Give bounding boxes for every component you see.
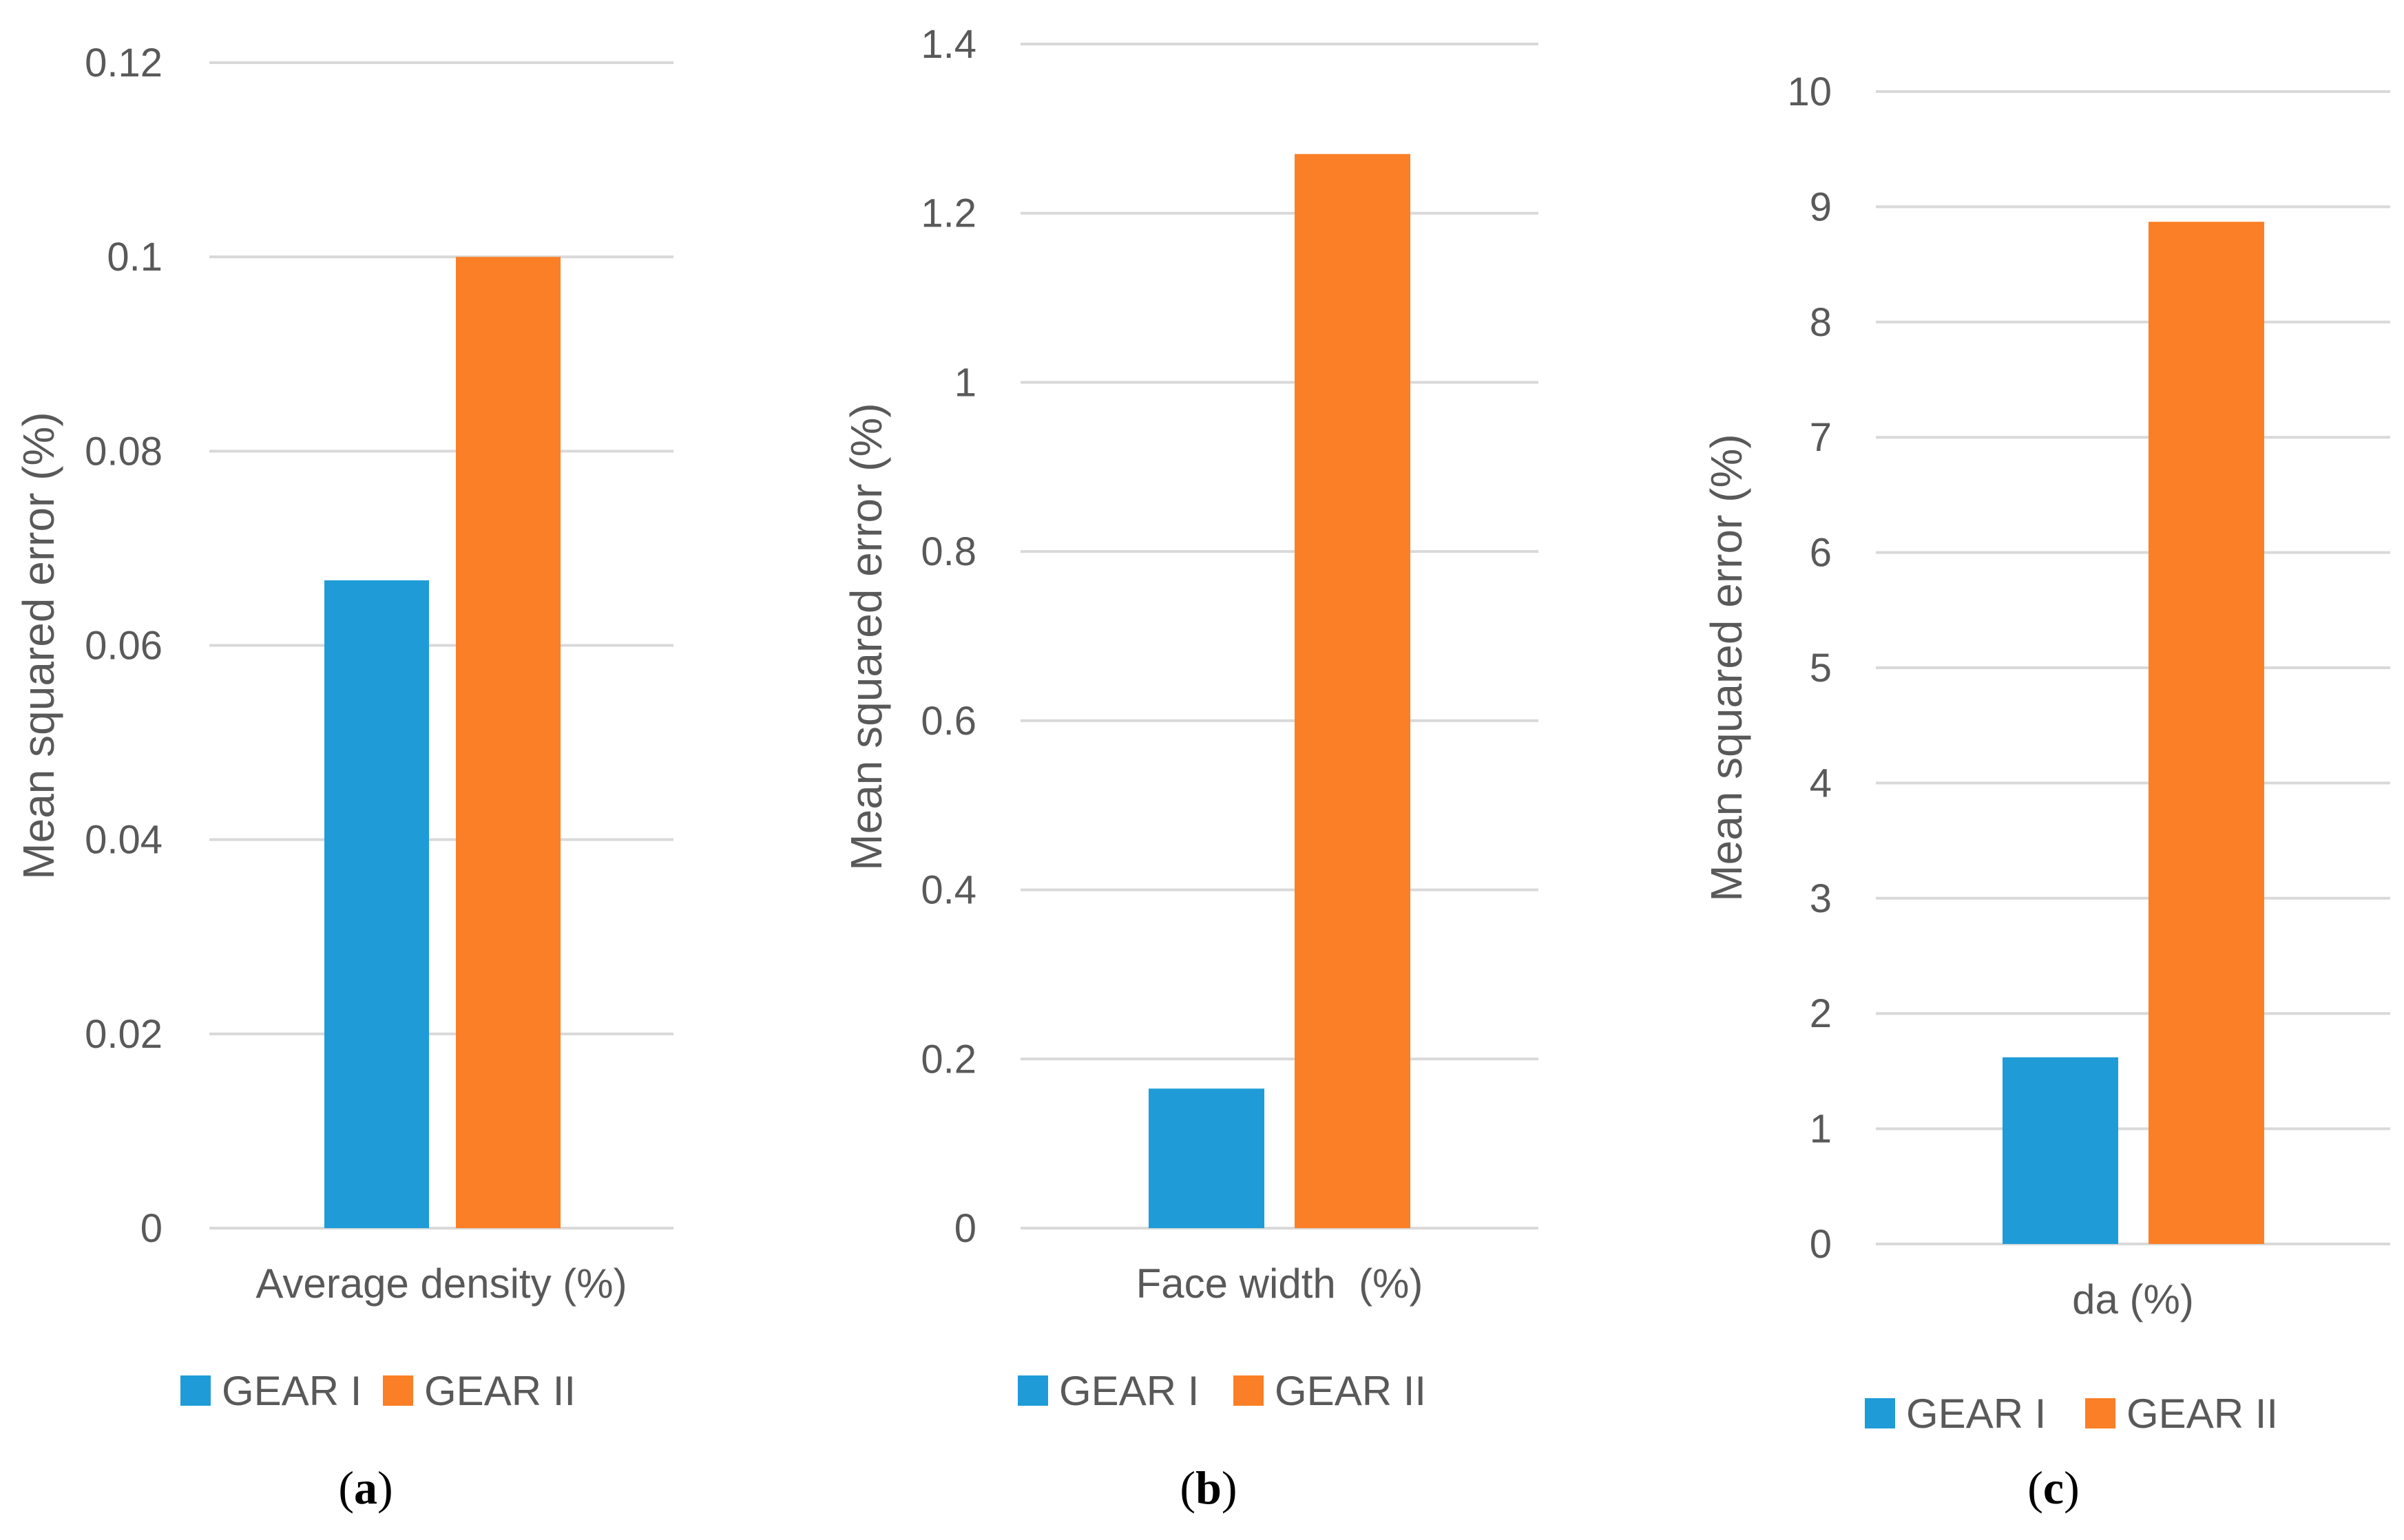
y-tick-label: 6 <box>1810 531 1832 576</box>
bar-gear-ii <box>1295 154 1410 1229</box>
legend-label: GEAR II <box>2126 1391 2278 1437</box>
y-tick-label: 0.06 <box>85 624 163 668</box>
y-tick-label: 0 <box>954 1206 976 1251</box>
bar-gear-i <box>2003 1057 2118 1244</box>
y-axis-title: Mean squared error (%) <box>1702 434 1751 901</box>
panel-caption: (c) <box>2027 1462 2080 1514</box>
chart-panel-b: 0 0.2 0.4 0.6 0.8 1 1.2 1.4 Mean squared error (… <box>842 22 1538 1514</box>
y-tick-label: 0.08 <box>85 429 163 474</box>
y-tick-label: 10 <box>1787 70 1832 114</box>
y-tick-label: 1 <box>954 360 976 405</box>
y-tick-label: 0.2 <box>921 1037 976 1082</box>
panel-caption: (b) <box>1180 1462 1237 1514</box>
legend-swatch <box>1233 1375 1264 1406</box>
y-tick-label: 1.4 <box>921 22 976 67</box>
legend-swatch <box>2085 1398 2115 1428</box>
legend-label: GEAR I <box>1059 1368 1199 1414</box>
y-tick-label: 0.4 <box>921 868 976 913</box>
y-tick-label: 1 <box>1810 1107 1832 1152</box>
panel-caption: (a) <box>338 1462 393 1514</box>
y-tick-label: 0.02 <box>85 1012 163 1057</box>
chart-panel-a: 0 0.02 0.04 0.06 0.08 0.1 0.12 Mean squared err… <box>14 41 673 1514</box>
y-tick-label: 0.8 <box>921 529 976 574</box>
y-tick-label: 2 <box>1810 991 1832 1036</box>
y-tick-label: 9 <box>1810 184 1832 229</box>
x-category-label: Average density (%) <box>255 1261 627 1307</box>
y-tick-label: 7 <box>1810 415 1832 460</box>
legend-swatch <box>180 1375 211 1406</box>
y-tick-label: 3 <box>1810 876 1832 921</box>
x-category-label: Face width (%) <box>1136 1261 1423 1307</box>
y-axis-title: Mean squared error (%) <box>842 403 891 870</box>
bar-gear-i <box>324 580 429 1228</box>
legend-label: GEAR I <box>222 1368 362 1414</box>
chart-panel-c: 0 1 2 3 4 5 6 7 8 9 10 Mean squared error (%) da (%)… <box>1702 70 2390 1514</box>
y-axis-title: Mean squared error (%) <box>14 412 63 879</box>
y-tick-label: 4 <box>1810 761 1832 805</box>
y-tick-label: 5 <box>1810 646 1832 690</box>
y-tick-label: 8 <box>1810 300 1832 345</box>
y-tick-label: 0.04 <box>85 818 163 863</box>
y-tick-label: 0.1 <box>107 235 163 279</box>
bar-gear-ii <box>456 257 561 1229</box>
legend-swatch <box>1018 1375 1048 1406</box>
legend-label: GEAR II <box>1275 1368 1426 1414</box>
legend-swatch <box>1865 1398 1895 1428</box>
y-tick-label: 0.12 <box>85 41 163 85</box>
bar-gear-i <box>1149 1088 1264 1228</box>
legend-swatch <box>383 1375 413 1406</box>
y-tick-label: 0 <box>1810 1222 1832 1267</box>
x-category-label: da (%) <box>2072 1276 2194 1322</box>
y-tick-label: 0 <box>140 1206 163 1251</box>
y-tick-label: 1.2 <box>921 191 976 236</box>
legend-label: GEAR II <box>424 1368 576 1414</box>
bar-gear-ii <box>2149 222 2264 1244</box>
legend-label: GEAR I <box>1906 1391 2046 1437</box>
y-tick-label: 0.6 <box>921 699 976 743</box>
